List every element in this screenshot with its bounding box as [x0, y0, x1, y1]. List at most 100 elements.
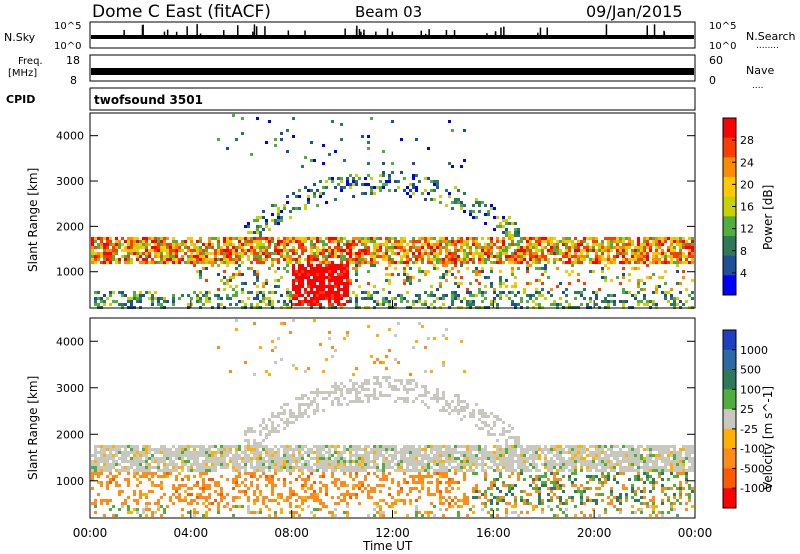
heatmap-cell	[610, 240, 613, 243]
heatmap-cell	[448, 192, 451, 195]
heatmap-cell	[142, 451, 145, 454]
heatmap-cell	[103, 466, 106, 469]
heatmap-cell	[655, 288, 658, 291]
heatmap-cell	[196, 261, 199, 264]
heatmap-cell	[424, 346, 427, 349]
heatmap-cell	[496, 499, 499, 502]
heatmap-cell	[613, 294, 616, 297]
heatmap-cell	[676, 270, 679, 273]
heatmap-cell	[328, 466, 331, 469]
heatmap-cell	[325, 285, 328, 288]
heatmap-cell	[274, 270, 277, 273]
heatmap-cell	[406, 514, 409, 517]
heatmap-cell	[571, 255, 574, 258]
heatmap-cell	[352, 237, 355, 240]
heatmap-cell	[625, 291, 628, 294]
heatmap-cell	[106, 487, 109, 490]
heatmap-cell	[109, 478, 112, 481]
heatmap-cell	[403, 255, 406, 258]
heatmap-cell	[400, 448, 403, 451]
heatmap-cell	[478, 246, 481, 249]
heatmap-cell	[97, 460, 100, 463]
heatmap-cell	[253, 448, 256, 451]
heatmap-cell	[286, 294, 289, 297]
heatmap-cell	[301, 445, 304, 448]
heatmap-cell	[547, 487, 550, 490]
heatmap-cell	[151, 261, 154, 264]
heatmap-cell	[292, 451, 295, 454]
heatmap-cell	[292, 264, 295, 267]
heatmap-cell	[352, 291, 355, 294]
heatmap-cell	[664, 282, 667, 285]
heatmap-cell	[544, 457, 547, 460]
heatmap-cell	[517, 454, 520, 457]
heatmap-cell	[490, 412, 493, 415]
heatmap-cell	[427, 252, 430, 255]
heatmap-cell	[100, 300, 103, 303]
heatmap-cell	[262, 421, 265, 424]
heatmap-cell	[682, 246, 685, 249]
heatmap-cell	[148, 451, 151, 454]
heatmap-cell	[487, 457, 490, 460]
heatmap-cell	[511, 300, 514, 303]
heatmap-cell	[676, 282, 679, 285]
heatmap-cell	[367, 397, 370, 400]
heatmap-cell	[466, 469, 469, 472]
heatmap-cell	[214, 499, 217, 502]
heatmap-cell	[571, 270, 574, 273]
heatmap-cell	[328, 177, 331, 180]
heatmap-cell	[394, 246, 397, 249]
heatmap-cell	[484, 490, 487, 493]
heatmap-cell	[247, 249, 250, 252]
heatmap-cell	[511, 243, 514, 246]
heatmap-cell	[547, 276, 550, 279]
heatmap-cell	[274, 514, 277, 517]
heatmap-cell	[421, 303, 424, 306]
heatmap-cell	[181, 457, 184, 460]
heatmap-cell	[466, 502, 469, 505]
heatmap-cell	[412, 252, 415, 255]
heatmap-cell	[688, 243, 691, 246]
heatmap-cell	[358, 448, 361, 451]
heatmap-cell	[121, 291, 124, 294]
heatmap-cell	[622, 255, 625, 258]
heatmap-cell	[430, 180, 433, 183]
heatmap-cell	[238, 246, 241, 249]
heatmap-cell	[193, 249, 196, 252]
heatmap-cell	[334, 484, 337, 487]
heatmap-cell	[379, 469, 382, 472]
heatmap-cell	[367, 270, 370, 273]
heatmap-cell	[376, 379, 379, 382]
heatmap-cell	[313, 183, 316, 186]
heatmap-cell	[487, 255, 490, 258]
heatmap-cell	[601, 240, 604, 243]
heatmap-cell	[97, 475, 100, 478]
heatmap-cell	[613, 240, 616, 243]
heatmap-cell	[304, 394, 307, 397]
heatmap-cell	[100, 499, 103, 502]
heatmap-cell	[355, 475, 358, 478]
heatmap-cell	[154, 249, 157, 252]
heatmap-cell	[454, 466, 457, 469]
heatmap-cell	[658, 243, 661, 246]
heatmap-cell	[193, 246, 196, 249]
heatmap-cell	[514, 436, 517, 439]
heatmap-cell	[577, 261, 580, 264]
heatmap-cell	[319, 192, 322, 195]
heatmap-cell	[208, 297, 211, 300]
heatmap-cell	[136, 255, 139, 258]
heatmap-cell	[154, 243, 157, 246]
heatmap-cell	[307, 466, 310, 469]
heatmap-cell	[205, 469, 208, 472]
heatmap-cell	[547, 451, 550, 454]
heatmap-cell	[223, 466, 226, 469]
heatmap-cell	[670, 243, 673, 246]
heatmap-cell	[259, 255, 262, 258]
heatmap-cell	[475, 237, 478, 240]
heatmap-cell	[499, 222, 502, 225]
heatmap-cell	[463, 451, 466, 454]
heatmap-cell	[397, 484, 400, 487]
heatmap-cell	[538, 267, 541, 270]
heatmap-cell	[496, 225, 499, 228]
heatmap-cell	[550, 237, 553, 240]
